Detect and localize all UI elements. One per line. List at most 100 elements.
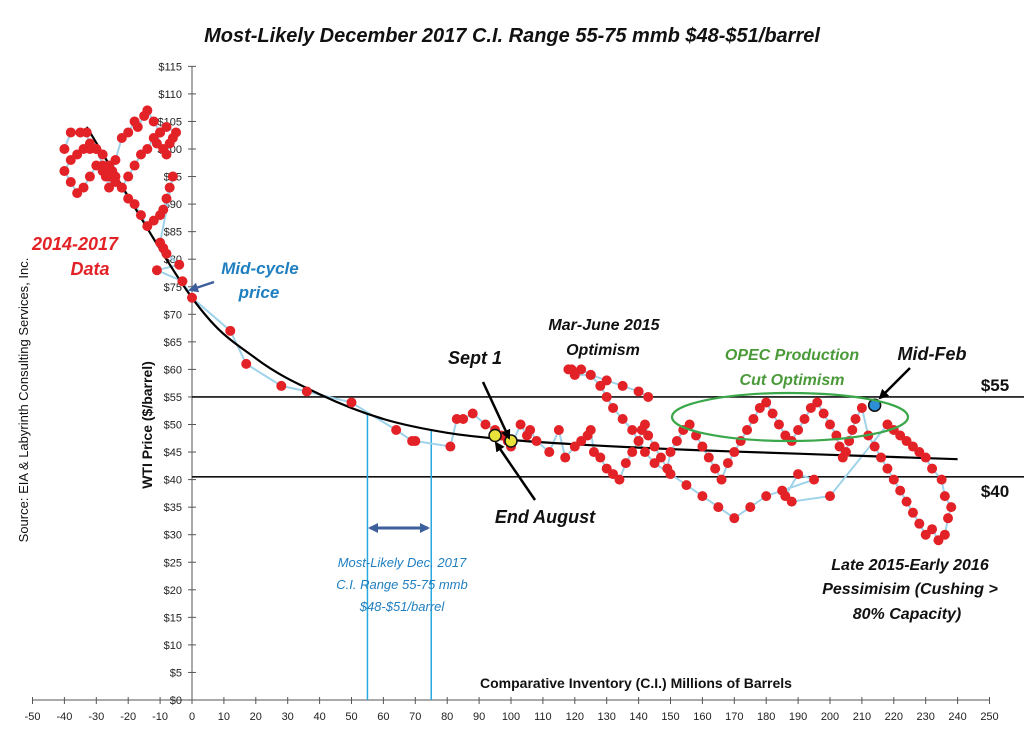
data-point bbox=[627, 447, 638, 458]
data-point bbox=[840, 447, 851, 458]
data-point bbox=[799, 413, 810, 424]
data-point bbox=[697, 491, 708, 502]
data-point bbox=[110, 171, 121, 182]
data-point bbox=[123, 127, 134, 138]
highlight-points bbox=[488, 398, 882, 448]
trend-curve bbox=[85, 126, 958, 461]
y-tick-label: $30 bbox=[164, 530, 182, 542]
data-point bbox=[346, 397, 357, 408]
x-tick-label: 110 bbox=[534, 711, 552, 723]
data-point bbox=[135, 149, 146, 160]
sept-label: Sept 1 bbox=[448, 348, 502, 368]
data-path-line bbox=[63, 108, 953, 542]
x-tick-label: 220 bbox=[885, 711, 903, 723]
x-tick-label: 210 bbox=[853, 711, 871, 723]
data-point bbox=[617, 380, 628, 391]
sept-arrow bbox=[481, 381, 511, 440]
opec-ellipse bbox=[670, 391, 910, 443]
data-point bbox=[276, 380, 287, 391]
y-tick-label: $10 bbox=[164, 640, 182, 652]
data-point bbox=[742, 425, 753, 436]
data-point bbox=[943, 513, 954, 524]
data-point bbox=[445, 441, 456, 452]
y-tick-label: $60 bbox=[164, 364, 182, 376]
data-point bbox=[847, 425, 858, 436]
data-point bbox=[617, 413, 628, 424]
data-point bbox=[633, 436, 644, 447]
data-point bbox=[161, 193, 172, 204]
data-point bbox=[65, 127, 76, 138]
data-point bbox=[84, 171, 95, 182]
data-label-line2: Data bbox=[70, 259, 109, 279]
data-point bbox=[164, 182, 175, 193]
data-point bbox=[649, 441, 660, 452]
chart-title: Most-Likely December 2017 C.I. Range 55-… bbox=[204, 25, 820, 47]
source-text: Source: EIA & Labyrinth Consulting Servi… bbox=[16, 258, 31, 543]
data-point bbox=[608, 402, 619, 413]
data-point bbox=[907, 507, 918, 518]
data-point bbox=[142, 105, 153, 116]
axes: $0 $5 $10 $15 $20 $25 $30 $35 $40 $45 $50 $55 $60 $65… bbox=[25, 61, 999, 723]
data-point bbox=[601, 375, 612, 386]
midcycle-label-line1: Mid-cycle bbox=[221, 259, 298, 278]
data-point bbox=[171, 127, 182, 138]
y-tick-label: $35 bbox=[164, 502, 182, 514]
data-point bbox=[729, 447, 740, 458]
x-tick-label: 60 bbox=[377, 711, 389, 723]
data-point bbox=[671, 436, 682, 447]
x-tick-label: 250 bbox=[980, 711, 998, 723]
midfeb-arrow bbox=[878, 367, 911, 400]
data-point bbox=[703, 452, 714, 463]
data-point bbox=[825, 491, 835, 502]
opec-label-line2: Cut Optimism bbox=[740, 372, 845, 389]
data-point bbox=[643, 391, 654, 402]
y-tick-label: $65 bbox=[164, 337, 182, 349]
y-tick-label: $20 bbox=[164, 585, 182, 597]
data-point bbox=[614, 474, 625, 485]
x-tick-label: 190 bbox=[789, 711, 807, 723]
data-point bbox=[65, 177, 76, 188]
data-point bbox=[544, 447, 555, 458]
x-tick-label: -40 bbox=[56, 711, 72, 723]
data-point bbox=[639, 447, 650, 458]
data-point bbox=[882, 419, 893, 430]
data-point bbox=[187, 292, 197, 303]
data-point bbox=[713, 502, 724, 513]
data-point bbox=[458, 413, 469, 424]
data-point bbox=[553, 425, 564, 436]
data-point bbox=[681, 480, 692, 491]
x-tick-label: -50 bbox=[25, 711, 41, 723]
data-point bbox=[515, 419, 526, 430]
data-point bbox=[161, 149, 172, 160]
data-point bbox=[761, 397, 772, 408]
data-point bbox=[793, 425, 804, 436]
data-points bbox=[59, 105, 957, 546]
data-point bbox=[793, 469, 804, 480]
data-point bbox=[241, 358, 252, 369]
y-tick-label: $55 bbox=[164, 392, 182, 404]
data-point bbox=[129, 160, 140, 171]
x-tick-label: 0 bbox=[189, 711, 195, 723]
data-point bbox=[601, 391, 612, 402]
data-point bbox=[722, 458, 733, 469]
data-point bbox=[595, 452, 606, 463]
x-tick-label: 20 bbox=[250, 711, 262, 723]
data-point bbox=[761, 491, 772, 502]
range-label-line2: C.I. Range 55-75 mmb bbox=[336, 577, 468, 592]
data-point bbox=[869, 441, 880, 452]
data-point bbox=[167, 171, 178, 182]
data-point bbox=[116, 182, 127, 193]
marjune-label-line2: Optimism bbox=[566, 342, 640, 359]
data-point bbox=[895, 485, 906, 496]
y-tick-label: $70 bbox=[164, 309, 182, 321]
data-point bbox=[72, 188, 83, 199]
end-august-label: End August bbox=[495, 507, 596, 527]
data-point bbox=[665, 469, 676, 480]
y-tick-label: $75 bbox=[164, 282, 182, 294]
data-point bbox=[225, 325, 236, 336]
highlight-point bbox=[488, 428, 502, 443]
data-point bbox=[767, 408, 778, 419]
data-point bbox=[585, 425, 596, 436]
data-point bbox=[627, 425, 638, 436]
